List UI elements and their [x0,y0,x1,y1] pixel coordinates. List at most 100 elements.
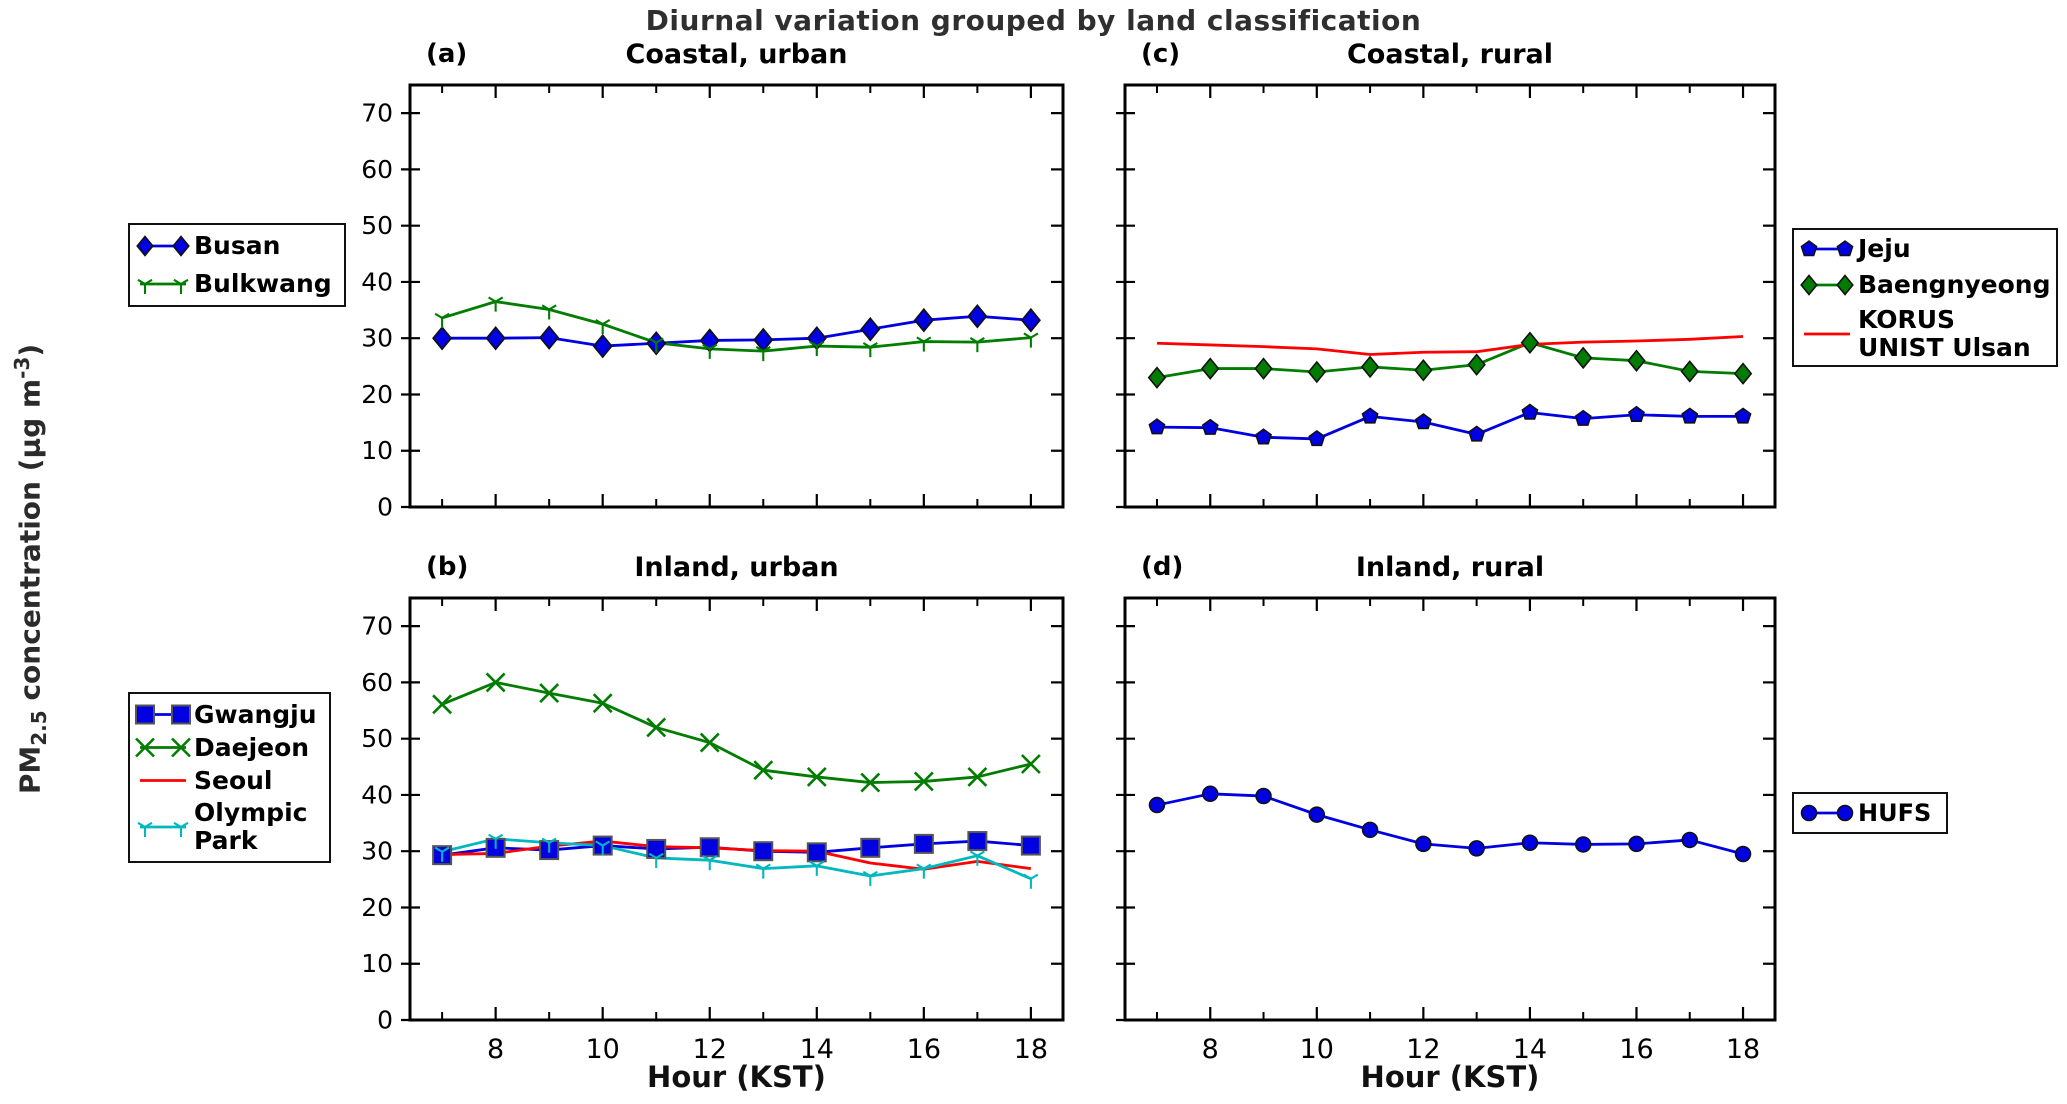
x-marker [860,772,881,793]
circle-marker [1148,796,1166,814]
tri_down-marker [969,850,985,866]
plot-area-coastal-urban: 0 10 20 30 40 50 60 70 [361,83,1065,522]
legend-label-line: UNIST Ulsan [1858,332,2031,362]
square-marker [967,831,988,852]
tri_down-marker [969,337,985,353]
x-tick-label: 18 [1726,1034,1760,1065]
legend-sample-none [140,779,186,782]
figure-title: Diurnal variation grouped by land classi… [645,4,1422,37]
series-markers [1147,331,1753,447]
tri_down-marker [173,278,189,294]
legend-label: Gwangju [194,700,317,729]
series-markers-bulkwang [434,296,1039,362]
tri_down-marker [648,337,664,353]
panel-title-inland-rural: Inland, rural [1355,552,1545,583]
legend-entry-bulkwang: Bulkwang [136,265,334,303]
pentagon-marker [1201,418,1219,435]
circle-marker [1468,840,1485,857]
ylabel-superscript: -3 [10,356,34,379]
legend-entry-hufs: HUFS [1800,798,1936,828]
diamond-marker [1573,346,1593,370]
legend-coastal-urban: Busan Bulkwang [128,223,346,307]
series-markers-hufs [1148,785,1752,863]
legend-label-line: HUFS [1858,798,1932,827]
pentagon-marker [1308,429,1326,447]
x-marker [699,732,720,753]
ylabel-pm: PM [13,745,47,795]
legend-label: Busan [194,232,280,260]
panel-tag-d: (d) [1141,552,1184,582]
diamond-marker [1414,359,1433,382]
pentagon-marker [1681,407,1699,424]
x-marker [592,693,613,714]
legend-label-line: Bulkwang [194,269,332,298]
square-marker [135,704,155,725]
y-tick-label: 50 [361,724,393,753]
y-tick-label: 40 [361,780,393,809]
x-tick-label: 12 [1406,1034,1440,1065]
legend-entry-busan: Busan [136,227,334,265]
legend-sample-diamond [1800,273,1854,296]
tri_down-marker [702,855,718,871]
y-tick-label: 60 [361,155,393,184]
legend-entry-daejeon: Daejeon [135,731,319,764]
legend-entry-gwangju: Gwangju [135,698,319,731]
panel-coastal-urban: (a) Coastal, urban 0 10 20 30 40 50 60 70 [361,39,1065,522]
panel-header: (c) Coastal, rural [1125,39,1775,79]
pentagon-marker [1627,405,1645,422]
legend-sample-tri_down [137,821,189,837]
legend-label: HUFS [1858,798,1932,827]
series-line-baengnyeong [1156,341,1744,379]
series-line-daejeon [441,681,1032,784]
tri_down-marker [916,863,932,879]
diamond-marker [1360,355,1380,379]
tri_down-marker [862,342,878,358]
y-tick-label: 20 [361,893,393,922]
square-marker [699,837,720,858]
x-tick-label: 16 [907,1034,941,1065]
plot-area-coastal-rural [1116,83,1777,509]
panel-tag-b: (b) [426,552,469,582]
series-markers [432,672,1041,889]
legend-label: Olympic Park [194,799,307,855]
series-line-hufs [1156,792,1744,856]
legend-sample-x [135,737,191,758]
tri_down-marker [541,837,557,853]
series-markers [432,296,1041,362]
legend-label-line: Seoul [194,765,273,795]
legend-sample-tri_down [137,278,189,294]
legend-sample-none [1804,332,1850,335]
ticks: 0 10 20 30 40 50 60 70 [361,85,1063,522]
tri_down-marker [488,296,504,312]
y-tick-label: 60 [361,668,393,697]
square-marker [171,704,191,725]
ticks [1116,85,1775,509]
circle-marker [1361,821,1379,839]
x-tick-label: 8 [487,1034,504,1065]
tri_down-marker [809,340,825,357]
circle-marker [1800,804,1818,822]
panel-tag-a: (a) [426,39,468,69]
ylabel-close: ) [13,343,47,357]
legend-entry-olympic-park: Olympic Park [136,797,319,857]
tri_down-marker [137,278,153,294]
panel-inland-urban: (b) Inland, urban 0 10 20 30 40 50 60 70 8 10 12 14… [361,552,1065,1094]
diamond-marker [172,235,190,257]
legend-entry-seoul: Seoul [136,764,319,797]
panel-title-inland-urban: Inland, urban [634,552,839,583]
tri_down-marker [809,860,825,876]
legend-entry-korus-unist-ulsan: KORUS UNIST Ulsan [1800,303,2046,365]
legend-sample-circle [1800,804,1854,822]
x-tick-label: 10 [1300,1034,1334,1065]
x-marker [485,672,506,693]
panel-header: (a) Coastal, urban [410,39,1063,79]
legend-coastal-rural: Jeju Baengnyeong KORUS UNIST Ulsan [1792,228,2058,367]
diamond-marker [1020,307,1041,333]
tri_down-marker [648,852,664,868]
legend-label: Baengnyeong [1858,270,2051,299]
x-marker [967,767,988,787]
x-marker [539,683,560,704]
axes-frame [408,83,1065,509]
tri_down-marker [434,312,450,328]
